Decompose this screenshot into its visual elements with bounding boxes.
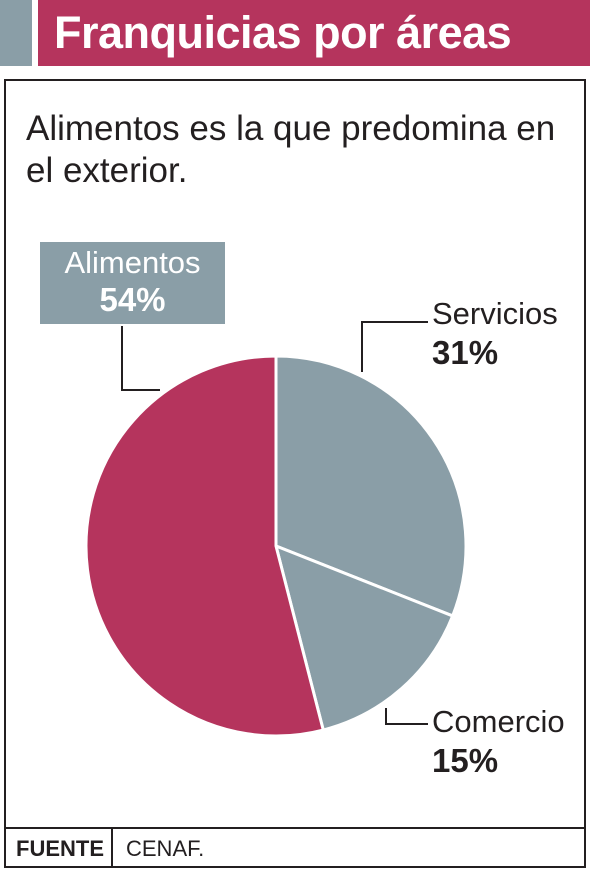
footer-vertical-divider (111, 829, 113, 868)
page-title: Franquicias por áreas (54, 7, 512, 58)
slice-value-alimentos: 54% (99, 281, 166, 318)
header-accent-block (0, 0, 32, 66)
chart-frame (4, 79, 586, 868)
pie-slice-comercio (274, 544, 455, 732)
slice-label-alimentos: Alimentos (64, 245, 201, 280)
source-label: FUENTE (16, 836, 104, 861)
slice-label-servicios: Servicios (432, 296, 558, 331)
slice-value-servicios: 31% (432, 334, 499, 371)
leader-line-alimentos (121, 326, 160, 391)
slice-label-comercio: Comercio (432, 704, 565, 739)
callout-alimentos: Alimentos 54% (40, 242, 225, 324)
source-text: CENAF. (126, 836, 205, 861)
leader-line-comercio (385, 708, 428, 725)
leader-line-servicios (361, 321, 428, 372)
slice-value-comercio: 15% (432, 742, 499, 779)
chart-subtitle: Alimentos es la que predomina en el exte… (26, 109, 556, 190)
header-bar (38, 0, 590, 66)
pie-slice-servicios (274, 354, 468, 618)
footer-divider-line (4, 827, 586, 829)
pie-slice-alimentos (84, 354, 325, 738)
